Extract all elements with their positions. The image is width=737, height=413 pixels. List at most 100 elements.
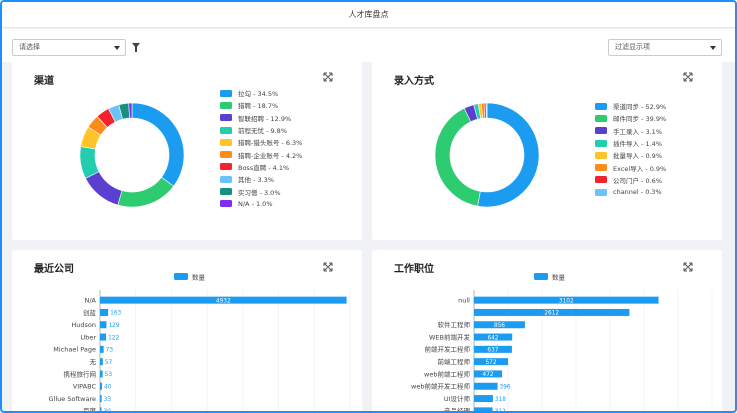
legend-item[interactable]: 公司门户 - 0.6% <box>595 174 666 186</box>
bar-value-label: 163 <box>110 311 121 317</box>
bar[interactable] <box>100 308 109 316</box>
pie-slice[interactable] <box>477 102 540 208</box>
bar[interactable] <box>100 395 102 403</box>
expand-icon[interactable] <box>323 72 333 82</box>
bar-value-label: 472 <box>483 372 494 378</box>
filter-select-label: 请选择 <box>19 43 40 51</box>
legend-item[interactable]: 实习僧 - 3.0% <box>220 185 302 197</box>
legend-item[interactable]: 智联招聘 - 12.9% <box>220 112 302 124</box>
filter-select[interactable]: 请选择 <box>12 39 126 56</box>
legend-swatch <box>174 273 188 280</box>
channel-legend: 拉勾 - 34.5% 猎聘 - 18.7% 智联招聘 - 12.9% 前程无忧 - 9… <box>220 87 302 210</box>
bar[interactable] <box>474 358 509 366</box>
window-title: 人才库盘点 <box>2 2 735 28</box>
legend-item[interactable]: 猎聘-猎头账号 - 6.3% <box>220 136 302 148</box>
category-label: WEB前端开发 <box>429 332 470 341</box>
category-label: Uber <box>80 333 96 341</box>
pie-slice[interactable] <box>131 102 185 187</box>
legend-label: 前程无忧 - 9.8% <box>238 127 287 136</box>
pie-slice[interactable] <box>85 171 123 206</box>
entry-method-panel: 录入方式 渠道同步 - 52.9% 邮件同步 - 39.9% 手工录入 - 3.1%… <box>372 62 722 240</box>
pie-slice[interactable] <box>485 102 488 119</box>
legend-label: 其他 - 3.3% <box>238 176 274 185</box>
bar[interactable] <box>100 321 107 329</box>
bar[interactable] <box>100 407 102 413</box>
filter-icon[interactable] <box>132 43 140 52</box>
bar[interactable] <box>474 382 498 390</box>
bar[interactable] <box>100 370 103 378</box>
expand-icon[interactable] <box>323 262 333 272</box>
expand-icon[interactable] <box>683 72 693 82</box>
legend-item[interactable]: channel - 0.3% <box>595 186 666 198</box>
legend-item[interactable]: 其他 - 3.3% <box>220 173 302 185</box>
legend-label: Boss直聘 - 4.1% <box>238 163 290 172</box>
legend-label: 批量导入 - 0.9% <box>613 152 662 161</box>
bar[interactable] <box>474 333 513 341</box>
bar-value-label: 122 <box>108 335 119 341</box>
display-items-select[interactable]: 过滤显示项 <box>608 39 722 56</box>
legend-item[interactable]: 渠道同步 - 52.9% <box>595 100 666 112</box>
bar-value-label: 856 <box>494 323 505 329</box>
chevron-down-icon <box>114 46 120 50</box>
bar-value-label: 318 <box>495 397 506 403</box>
expand-icon[interactable] <box>683 262 693 272</box>
bar-value-label: 3102 <box>559 298 574 304</box>
legend-item[interactable]: 批量导入 - 0.9% <box>595 149 666 161</box>
legend-item[interactable]: 邮件同步 - 39.9% <box>595 112 666 124</box>
legend-swatch <box>595 139 607 147</box>
bar[interactable] <box>474 321 525 329</box>
bar[interactable] <box>100 358 103 366</box>
legend-item[interactable]: 前程无忧 - 9.8% <box>220 124 302 136</box>
legend-label: 数量 <box>192 273 206 282</box>
legend-label: 猎聘-猎头账号 - 6.3% <box>238 139 303 148</box>
bar[interactable] <box>474 296 659 304</box>
position-panel: 工作职位 数量 null 3102 2612 软件工程师 856 WEB前端开发 642 前端开… <box>372 250 722 413</box>
category-label: 前端开发工程师 <box>425 345 471 354</box>
legend-swatch <box>534 273 548 280</box>
bar-value-label: 40 <box>104 384 112 390</box>
legend-swatch <box>220 101 232 109</box>
category-label: N/A <box>85 296 97 304</box>
panel-title: 录入方式 <box>394 76 434 87</box>
category-label: 创蓝 <box>83 308 97 317</box>
legend-item[interactable]: 插件导入 - 1.4% <box>595 137 666 149</box>
legend-item[interactable]: 拉勾 - 34.5% <box>220 87 302 99</box>
bar[interactable] <box>100 382 102 390</box>
bar[interactable] <box>100 333 107 341</box>
legend-swatch <box>220 138 232 146</box>
legend-item[interactable]: N/A - 1.0% <box>220 198 302 210</box>
category-label: web前端工程师 <box>424 369 470 378</box>
legend-label: 数量 <box>552 273 566 282</box>
channel-panel: 渠道 拉勾 - 34.5% 猎聘 - 18.7% 智联招聘 - 12.9% 前程无忧 … <box>12 62 362 240</box>
legend-swatch <box>220 200 232 208</box>
bar-value-label: 129 <box>108 323 119 329</box>
filter-bar: 请选择 过滤显示项 <box>2 29 735 62</box>
bar-value-label: 73 <box>106 348 114 354</box>
legend-item[interactable]: Excel导入 - 0.9% <box>595 161 666 173</box>
legend-swatch <box>220 163 232 171</box>
category-label: 百度 <box>83 406 97 413</box>
legend-item[interactable]: 猎聘 - 18.7% <box>220 99 302 111</box>
category-label: web前端开发工程师 <box>411 382 470 391</box>
bar-value-label: 33 <box>104 397 112 403</box>
bar[interactable] <box>474 308 630 316</box>
bar[interactable] <box>474 395 493 403</box>
bar[interactable] <box>100 345 104 353</box>
pie-slice[interactable] <box>117 176 174 208</box>
legend-item[interactable]: 手工录入 - 3.1% <box>595 125 666 137</box>
category-label: 无 <box>90 358 97 366</box>
bar[interactable] <box>474 345 512 353</box>
legend-item[interactable]: 猎聘-企业账号 - 4.2% <box>220 148 302 160</box>
position-bar-chart: 数量 null 3102 2612 软件工程师 856 WEB前端开发 642 前端开发工程师 6… <box>411 273 713 413</box>
legend-item[interactable]: Boss直聘 - 4.1% <box>220 161 302 173</box>
pie-slice[interactable] <box>128 102 133 119</box>
legend-swatch <box>595 151 607 159</box>
pie-slice[interactable] <box>434 107 481 207</box>
category-label: 软件工程师 <box>438 320 471 329</box>
bar[interactable] <box>474 407 493 413</box>
bar[interactable] <box>474 370 503 378</box>
bar[interactable] <box>100 296 347 304</box>
entry-donut-chart <box>434 102 540 208</box>
legend-label: 猎聘 - 18.7% <box>238 102 279 111</box>
legend-label: 公司门户 - 0.6% <box>613 176 662 185</box>
